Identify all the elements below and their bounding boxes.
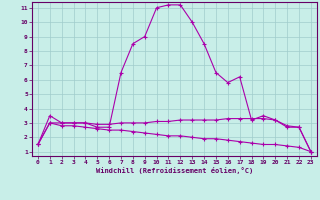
X-axis label: Windchill (Refroidissement éolien,°C): Windchill (Refroidissement éolien,°C): [96, 167, 253, 174]
